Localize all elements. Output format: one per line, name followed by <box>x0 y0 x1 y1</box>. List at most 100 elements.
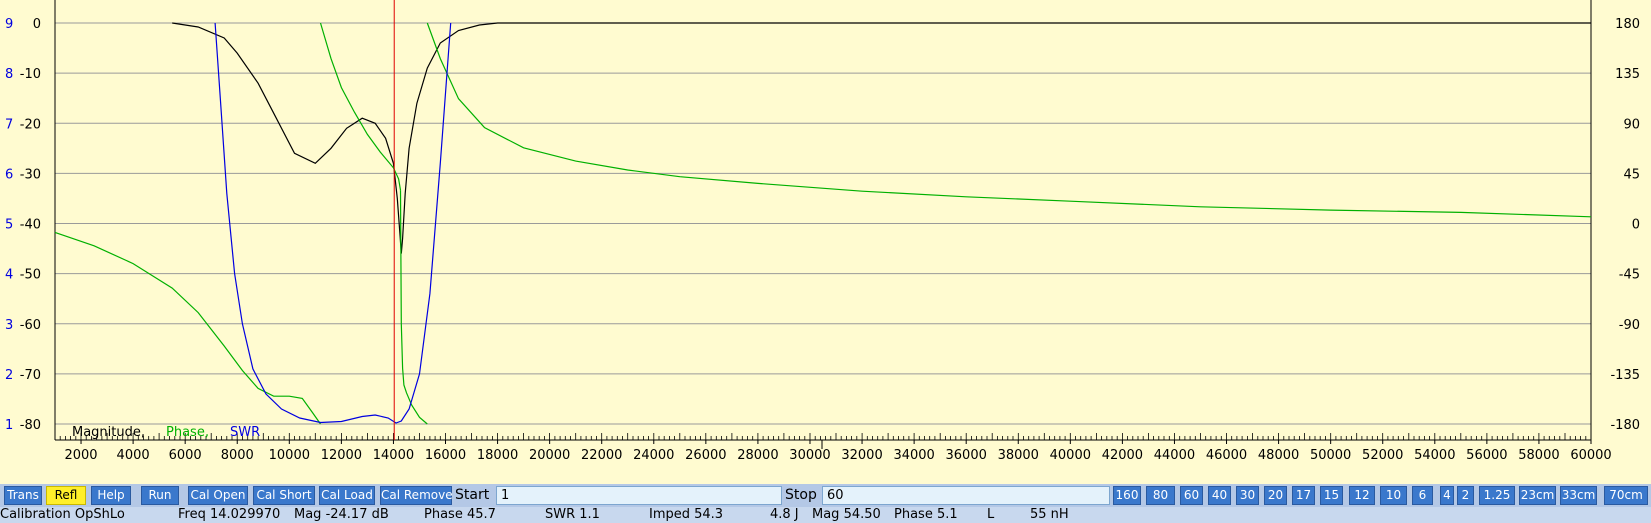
magnitude-tick-label: -80 <box>20 418 41 433</box>
x-tick-label: 52000 <box>1362 448 1403 463</box>
band-button-15[interactable]: 15 <box>1320 486 1343 505</box>
x-tick-label: 10000 <box>269 448 310 463</box>
magnitude-tick-label: -50 <box>20 268 41 283</box>
x-tick-label: 36000 <box>946 448 987 463</box>
series-line-phase <box>319 22 402 191</box>
x-tick-label: 54000 <box>1414 448 1455 463</box>
x-tick-label: 20000 <box>529 448 570 463</box>
series-line-magnitude <box>172 22 1591 254</box>
band-button-10[interactable]: 10 <box>1380 486 1407 505</box>
series-line-swr <box>214 22 452 424</box>
x-tick-label: 34000 <box>893 448 934 463</box>
status-swr: SWR 1.1 <box>545 507 600 522</box>
status-freq: Freq 14.029970 <box>178 507 281 522</box>
legend: Magnitude, Phase, SWR <box>72 425 260 440</box>
x-tick-label: 38000 <box>998 448 1039 463</box>
x-tick-label: 16000 <box>425 448 466 463</box>
band-button-23cm[interactable]: 23cm <box>1519 486 1556 505</box>
band-button-60[interactable]: 60 <box>1180 486 1203 505</box>
phase-tick-label: -90 <box>1619 318 1640 333</box>
phase-tick-label: 135 <box>1615 67 1640 82</box>
magnitude-tick-label: -20 <box>20 117 41 132</box>
frequency-axis: 2000 4000 6000 8000 10000 12000 14000 16000 1800… <box>54 433 1612 463</box>
phase-axis-ticks: 180 135 90 45 0 -45 -90 -135 -180 <box>1610 17 1640 433</box>
status-phase: Phase 45.7 <box>424 507 496 522</box>
x-tick-label: 24000 <box>633 448 674 463</box>
band-button-33cm[interactable]: 33cm <box>1560 486 1597 505</box>
magnitude-tick-label: 0 <box>33 17 41 32</box>
swr-tick-label: 6 <box>5 167 13 182</box>
x-tick-label: 48000 <box>1258 448 1299 463</box>
status-l-label: L <box>987 507 995 522</box>
x-tick-label: 4000 <box>117 448 150 463</box>
band-button-17[interactable]: 17 <box>1292 486 1315 505</box>
trans-button[interactable]: Trans <box>4 486 42 505</box>
x-tick-label: 60000 <box>1570 448 1611 463</box>
magnitude-tick-label: -30 <box>20 167 41 182</box>
x-tick-label: 44000 <box>1154 448 1195 463</box>
phase-tick-label: 45 <box>1623 167 1640 182</box>
band-button-30[interactable]: 30 <box>1236 486 1259 505</box>
x-tick-label: 6000 <box>169 448 202 463</box>
phase-tick-label: 90 <box>1623 117 1640 132</box>
band-button-1.25[interactable]: 1.25 <box>1479 486 1515 505</box>
legend-phase: Phase, <box>166 425 209 440</box>
x-tick-label: 50000 <box>1310 448 1351 463</box>
magnitude-tick-label: -60 <box>20 318 41 333</box>
status-phase-ohm: Phase 5.1 <box>894 507 958 522</box>
cal-open-button[interactable]: Cal Open <box>188 486 248 505</box>
swr-axis-ticks: 9 8 7 6 5 4 3 2 1 <box>5 17 13 433</box>
stop-input[interactable]: 60 <box>822 486 1110 505</box>
status-inductance: 55 nH <box>1030 507 1069 522</box>
band-button-4[interactable]: 4 <box>1440 486 1454 505</box>
band-button-6[interactable]: 6 <box>1412 486 1433 505</box>
phase-tick-label: 0 <box>1632 218 1640 233</box>
plot-background <box>0 0 1651 484</box>
start-label: Start <box>455 487 490 503</box>
phase-tick-label: 180 <box>1615 17 1640 32</box>
x-tick-label: 30000 <box>789 448 830 463</box>
run-button[interactable]: Run <box>141 486 179 505</box>
band-button-2[interactable]: 2 <box>1457 486 1474 505</box>
swr-tick-label: 4 <box>5 268 13 283</box>
x-tick-label: 28000 <box>737 448 778 463</box>
stop-label: Stop <box>785 487 817 503</box>
band-button-70cm[interactable]: 70cm <box>1604 486 1648 505</box>
swr-tick-label: 9 <box>5 17 13 32</box>
x-tick-label: 58000 <box>1518 448 1559 463</box>
x-tick-label: 22000 <box>581 448 622 463</box>
x-tick-label: 32000 <box>841 448 882 463</box>
magnitude-tick-label: -40 <box>20 218 41 233</box>
x-axis-minor-ticks <box>54 433 1592 440</box>
band-button-160[interactable]: 160 <box>1113 486 1141 505</box>
band-button-20[interactable]: 20 <box>1264 486 1287 505</box>
series-layer <box>54 22 1592 425</box>
status-reactance: 4.8 J <box>770 507 799 522</box>
band-button-12[interactable]: 12 <box>1349 486 1375 505</box>
cal-load-button[interactable]: Cal Load <box>319 486 375 505</box>
series-magnitude <box>172 22 1591 254</box>
legend-swr: SWR <box>230 425 260 440</box>
cal-short-button[interactable]: Cal Short <box>253 486 315 505</box>
cal-remove-button[interactable]: Cal Remove <box>380 486 453 505</box>
x-tick-label: 40000 <box>1050 448 1091 463</box>
start-input[interactable]: 1 <box>496 486 782 505</box>
phase-tick-label: -180 <box>1610 418 1640 433</box>
x-tick-label: 46000 <box>1206 448 1247 463</box>
band-button-40[interactable]: 40 <box>1208 486 1231 505</box>
phase-tick-label: -135 <box>1610 368 1640 383</box>
help-button[interactable]: Help <box>91 486 131 505</box>
refl-button[interactable]: Refl <box>46 486 86 505</box>
status-imped: Imped 54.3 <box>649 507 724 522</box>
swr-tick-label: 1 <box>5 418 13 433</box>
x-tick-label: 26000 <box>685 448 726 463</box>
band-button-80[interactable]: 80 <box>1146 486 1175 505</box>
control-bar: Trans Refl Help Run Cal Open Cal Short C… <box>0 484 1651 507</box>
swr-tick-label: 5 <box>5 218 13 233</box>
series-line-phase <box>426 22 1592 218</box>
status-bar: Calibration OpShLo Freq 14.029970 Mag -2… <box>0 507 1651 523</box>
status-mag-ohm: Mag 54.50 <box>812 507 881 522</box>
swr-tick-label: 7 <box>5 117 13 132</box>
x-tick-label: 2000 <box>64 448 97 463</box>
